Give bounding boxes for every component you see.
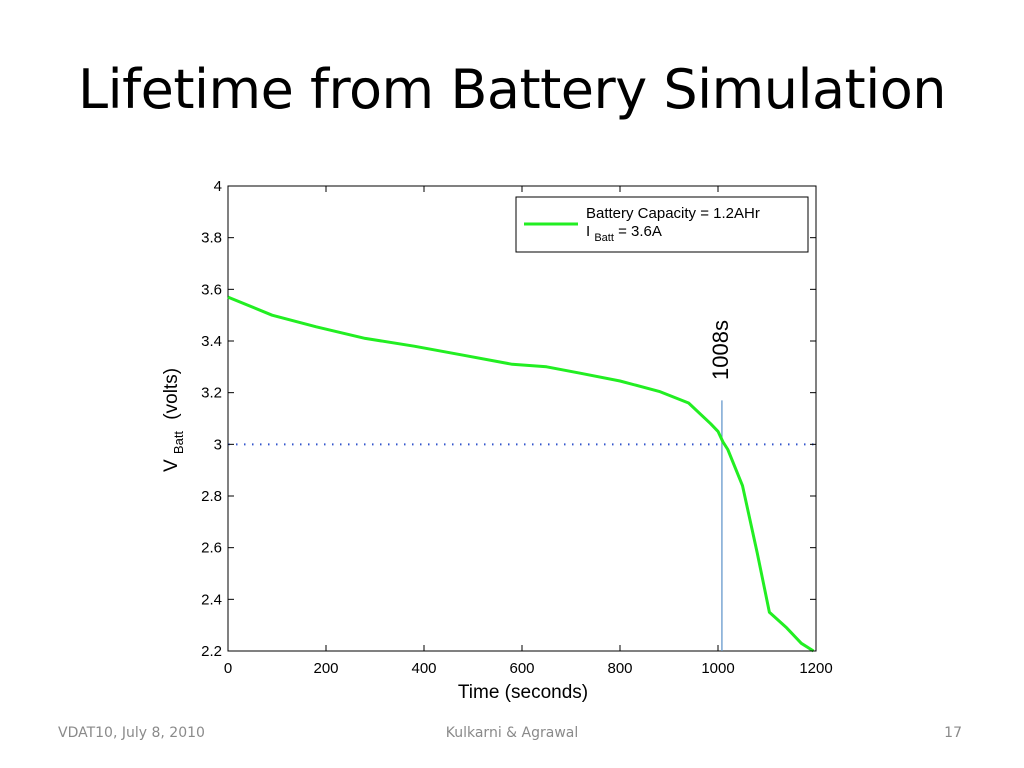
x-tick-label: 800 (607, 660, 632, 677)
y-tick-label: 3.6 (201, 281, 222, 298)
footer-authors: Kulkarni & Agrawal (445, 725, 579, 741)
plot-area (227, 185, 817, 652)
y-tick-label: 3.4 (201, 333, 222, 350)
footer-date: VDAT10, July 8, 2010 (58, 725, 205, 741)
y-axis-label-unit: (volts) (161, 368, 182, 420)
x-tick-label: 400 (411, 660, 436, 677)
y-tick-label: 2.2 (201, 643, 222, 660)
x-tick-label: 200 (313, 660, 338, 677)
y-tick-label: 3 (214, 436, 222, 453)
x-axis-label: Time (seconds) (458, 682, 588, 703)
y-tick-label: 4 (214, 178, 222, 195)
y-tick-label: 3.8 (201, 230, 222, 247)
y-axis-label-sub: Batt (171, 431, 186, 455)
legend-line2-main: I (586, 223, 590, 240)
y-tick-label: 3.2 (201, 385, 222, 402)
legend-line2-sub: Batt (594, 232, 614, 244)
x-tick-label: 1000 (701, 660, 734, 677)
y-axis-label-main: V (161, 459, 182, 472)
slide-title: Lifetime from Battery Simulation (78, 58, 947, 121)
y-axis-label: V Batt (volts) (161, 368, 188, 472)
y-tick-label: 2.8 (201, 488, 222, 505)
y-tick-label: 2.6 (201, 540, 222, 557)
voltage-series-line (227, 295, 815, 653)
legend-line2: I Batt = 3.6A (586, 223, 662, 245)
slide-number: 17 (944, 725, 962, 741)
legend: Battery Capacity = 1.2AHr I Batt = 3.6A (515, 196, 809, 253)
plot-frame (227, 185, 817, 652)
y-tick-label: 2.4 (201, 591, 222, 608)
x-tick-label: 1200 (799, 660, 832, 677)
legend-line2-rest: = 3.6A (618, 223, 662, 240)
marker-label: 1008s (708, 320, 733, 380)
ticks-layer: 0 200 400 600 800 1000 1200 2.2 2.4 2.6 2.8 3 3.2 3.4… (201, 178, 833, 677)
series-layer (227, 295, 816, 653)
x-tick-label: 0 (224, 660, 232, 677)
x-tick-label: 600 (509, 660, 534, 677)
legend-line1: Battery Capacity = 1.2AHr (586, 205, 760, 222)
